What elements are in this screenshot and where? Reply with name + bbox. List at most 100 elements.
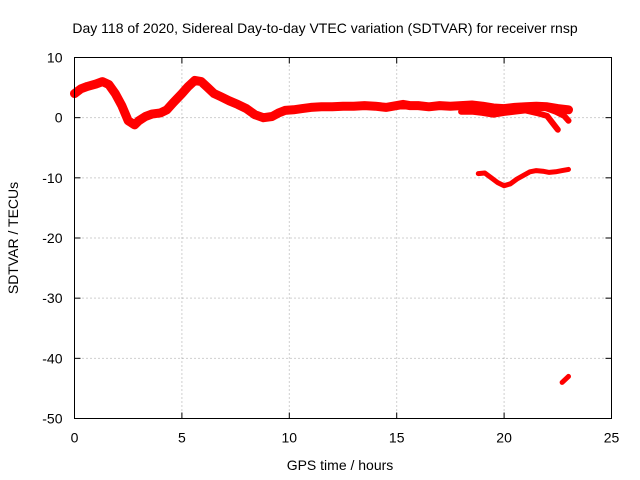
data-point [528,170,532,174]
data-point [100,80,104,84]
data-point [165,108,169,112]
data-point [401,102,405,106]
data-point [373,104,377,108]
data-point [85,84,89,88]
data-point [186,84,190,88]
series-line-main-band [70,75,573,130]
data-point [199,80,203,84]
data-point [541,169,545,173]
data-point [554,170,558,174]
data-point [513,110,517,114]
x-tick-label: 5 [178,430,186,446]
data-point [126,119,130,123]
data-point [562,114,566,118]
data-point [206,86,210,90]
data-point [481,111,485,115]
data-point [300,107,304,111]
data-point [427,105,431,109]
data-point [330,105,334,109]
data-point [143,115,147,118]
data-point [253,113,257,117]
data-point [236,102,240,106]
data-point [352,104,356,108]
y-tick-labels: -50 -40 -30 -20 -10 0 10 [42,50,62,427]
data-point [545,114,549,118]
data-point [524,108,528,112]
data-point [158,111,162,115]
x-tick-labels: 0 5 10 15 20 25 [71,430,620,446]
data-point [363,104,366,108]
data-point [459,104,463,108]
chart-title: Day 118 of 2020, Sidereal Day-to-day VTE… [72,20,577,36]
data-point [509,182,512,186]
data-point [270,115,274,118]
data-point [556,128,560,132]
data-point [534,104,538,108]
data-point [107,83,111,87]
data-point [502,111,506,115]
series-minus-ten-segment [475,166,571,189]
data-point [227,99,231,103]
data-point [545,107,549,111]
series-right-branch [544,105,572,124]
data-point [416,104,420,108]
data-point [341,104,345,108]
data-point [534,111,538,115]
series-line-lower-branch [458,107,561,133]
data-point [483,171,487,175]
data-point [470,103,474,107]
data-point [489,176,493,180]
data-point [193,78,197,82]
data-point [212,92,216,96]
data-point [94,82,98,86]
data-point [292,108,296,112]
data-point [481,104,485,108]
x-axis-label: GPS time / hours [287,457,394,473]
y-tick-label: -20 [42,230,62,246]
x-tick-label: 0 [71,430,79,446]
data-point [491,106,495,110]
data-point [79,87,83,91]
x-tick-label: 25 [604,430,620,446]
data-point [554,110,558,114]
data-point [309,105,313,109]
data-point [521,173,525,177]
data-point [502,184,506,188]
data-point [384,105,388,109]
x-tick-label: 15 [389,430,405,446]
data-point [560,169,564,173]
x-tick-label: 20 [496,430,512,446]
data-point [515,177,519,181]
data-point [567,374,570,378]
data-point [448,104,452,108]
grid-lines [74,57,612,419]
y-tick-label: -50 [42,411,62,427]
series-main-band [70,75,573,130]
data-point [277,111,281,115]
data-point [180,92,184,96]
series-line-right-branch [544,105,572,124]
data-point [470,110,474,114]
data-point [137,119,141,123]
data-point [133,123,137,127]
data-point [219,95,223,99]
data-point [563,377,567,381]
data-point [438,104,442,108]
series-layer [70,75,573,385]
axis-ticks [74,57,612,419]
data-point [171,101,175,105]
data-point [547,170,551,174]
data-point [496,181,500,185]
data-point [567,108,570,112]
data-point [408,104,412,108]
x-tick-label: 10 [282,430,298,446]
data-point [513,105,517,109]
data-point [244,107,248,111]
y-tick-label: -30 [42,290,62,306]
data-point [567,119,570,123]
data-point [491,113,495,117]
data-point [283,108,287,112]
series-outlier-segment [559,373,571,385]
data-point [567,167,570,171]
